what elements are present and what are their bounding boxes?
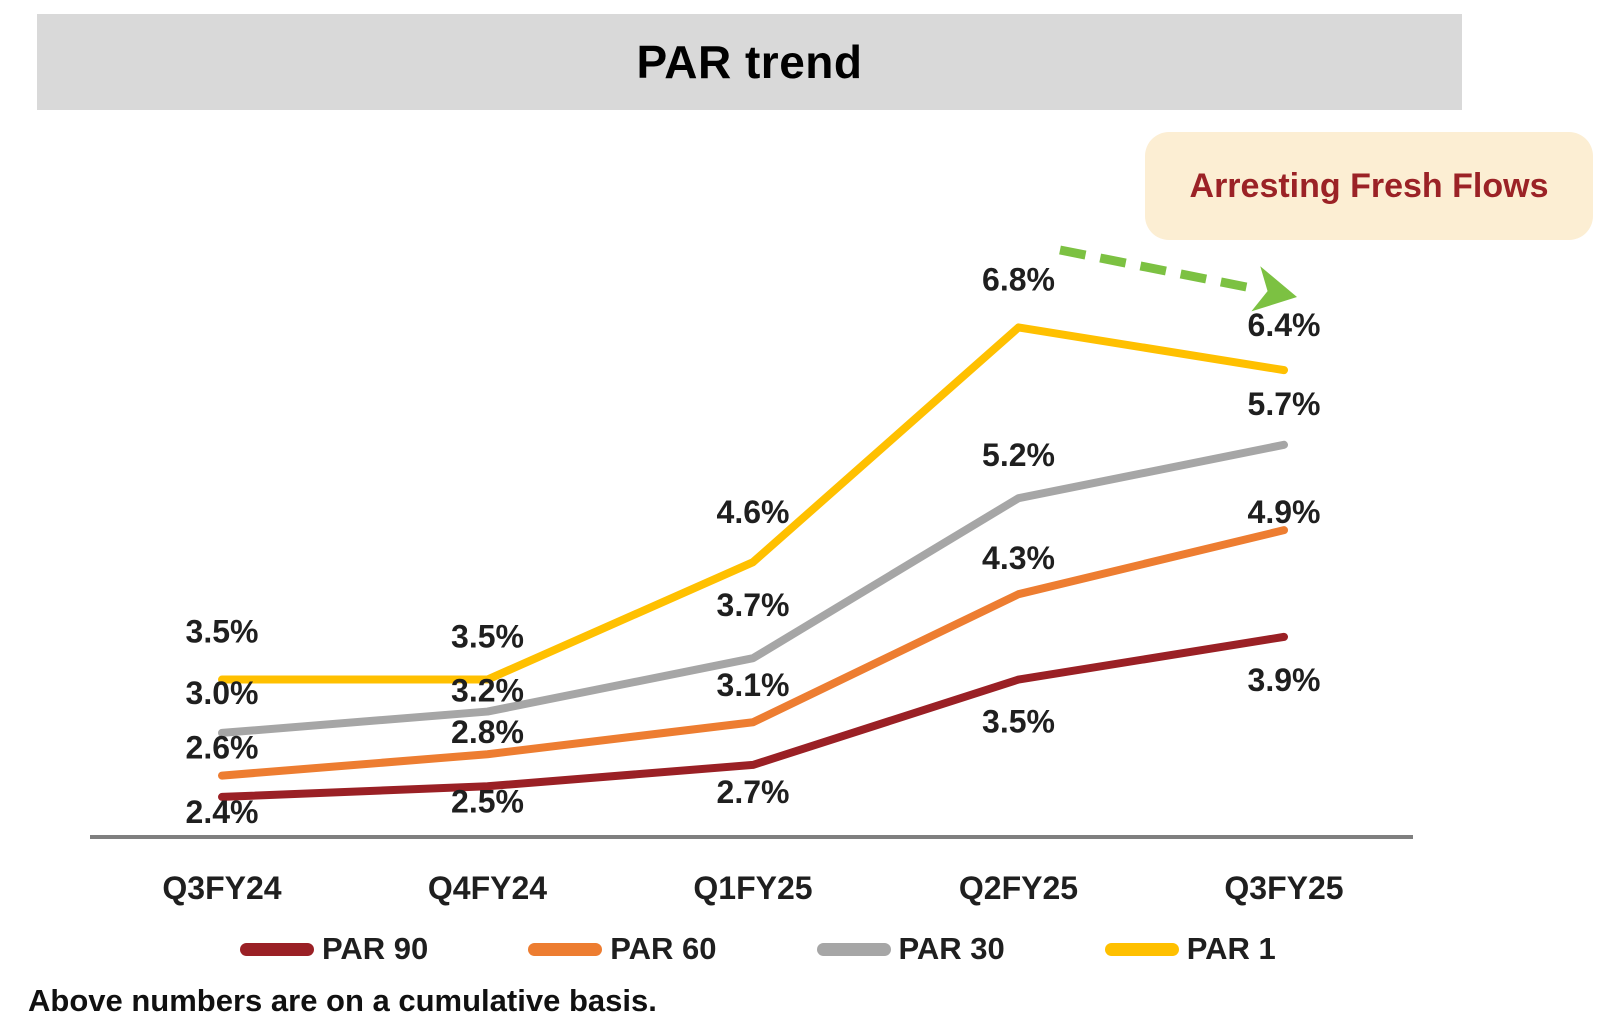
legend-item-par-1: PAR 1 <box>1104 931 1276 967</box>
x-axis-label-q3fy25: Q3FY25 <box>1224 870 1343 906</box>
series-line-par-1 <box>218 323 1288 684</box>
data-label-par-90-q1fy25: 2.7% <box>717 774 790 810</box>
data-label-par-1-q3fy24: 3.5% <box>186 614 259 650</box>
legend-swatch-par-30 <box>816 942 891 956</box>
data-label-par-60-q2fy25: 4.3% <box>982 540 1055 576</box>
series-line-par-30 <box>218 440 1288 737</box>
data-label-par-1-q1fy25: 4.6% <box>717 494 790 530</box>
legend-label-par-30: PAR 30 <box>898 931 1005 966</box>
data-label-par-90-q3fy24: 2.4% <box>186 794 259 830</box>
annotation-callout: Arresting Fresh Flows <box>1145 132 1593 240</box>
legend-swatch-par-60 <box>528 942 603 956</box>
data-label-par-90-q2fy25: 3.5% <box>982 704 1055 740</box>
title-banner: PAR trend <box>37 14 1462 110</box>
x-axis-label-q1fy25: Q1FY25 <box>693 870 812 906</box>
legend-label-par-1: PAR 1 <box>1186 931 1276 966</box>
legend-item-par-30: PAR 30 <box>816 931 1005 967</box>
legend-swatch-par-90 <box>240 942 314 956</box>
data-label-par-60-q3fy24: 2.6% <box>186 730 259 766</box>
x-axis-label-q3fy24: Q3FY24 <box>162 870 281 906</box>
chart-legend: PAR 90 PAR 60 PAR 30 PAR 1 <box>240 930 1276 968</box>
data-label-par-90-q3fy25: 3.9% <box>1248 662 1321 698</box>
data-label-par-30-q4fy24: 3.2% <box>451 673 524 709</box>
trend-arrow-shaft <box>1059 245 1251 293</box>
x-axis-label-q2fy25: Q2FY25 <box>959 870 1078 906</box>
data-label-par-60-q3fy25: 4.9% <box>1248 494 1321 530</box>
data-label-par-30-q1fy25: 3.7% <box>717 587 790 623</box>
trend-arrow-head-icon <box>1251 266 1297 312</box>
legend-item-par-60: PAR 60 <box>528 931 717 967</box>
chart-title: PAR trend <box>636 36 863 88</box>
series-line-par-90 <box>218 632 1288 801</box>
data-label-par-30-q2fy25: 5.2% <box>982 437 1055 473</box>
legend-label-par-60: PAR 60 <box>610 931 717 966</box>
footnote: Above numbers are on a cumulative basis. <box>28 983 657 1018</box>
data-label-par-30-q3fy25: 5.7% <box>1248 386 1321 422</box>
data-label-par-90-q4fy24: 2.5% <box>451 783 524 819</box>
data-label-par-30-q3fy24: 3.0% <box>186 675 259 711</box>
data-label-par-1-q4fy24: 3.5% <box>451 619 524 655</box>
data-label-par-60-q4fy24: 2.8% <box>451 714 524 750</box>
data-label-par-1-q2fy25: 6.8% <box>982 261 1055 297</box>
data-label-par-60-q1fy25: 3.1% <box>717 667 790 703</box>
legend-label-par-90: PAR 90 <box>322 931 429 966</box>
annotation-text: Arresting Fresh Flows <box>1189 166 1549 205</box>
data-label-par-1-q3fy25: 6.4% <box>1248 307 1321 343</box>
x-axis-label-q4fy24: Q4FY24 <box>428 870 547 906</box>
legend-item-par-90: PAR 90 <box>240 931 428 967</box>
series-line-par-60 <box>218 526 1288 780</box>
legend-swatch-par-1 <box>1104 942 1179 956</box>
